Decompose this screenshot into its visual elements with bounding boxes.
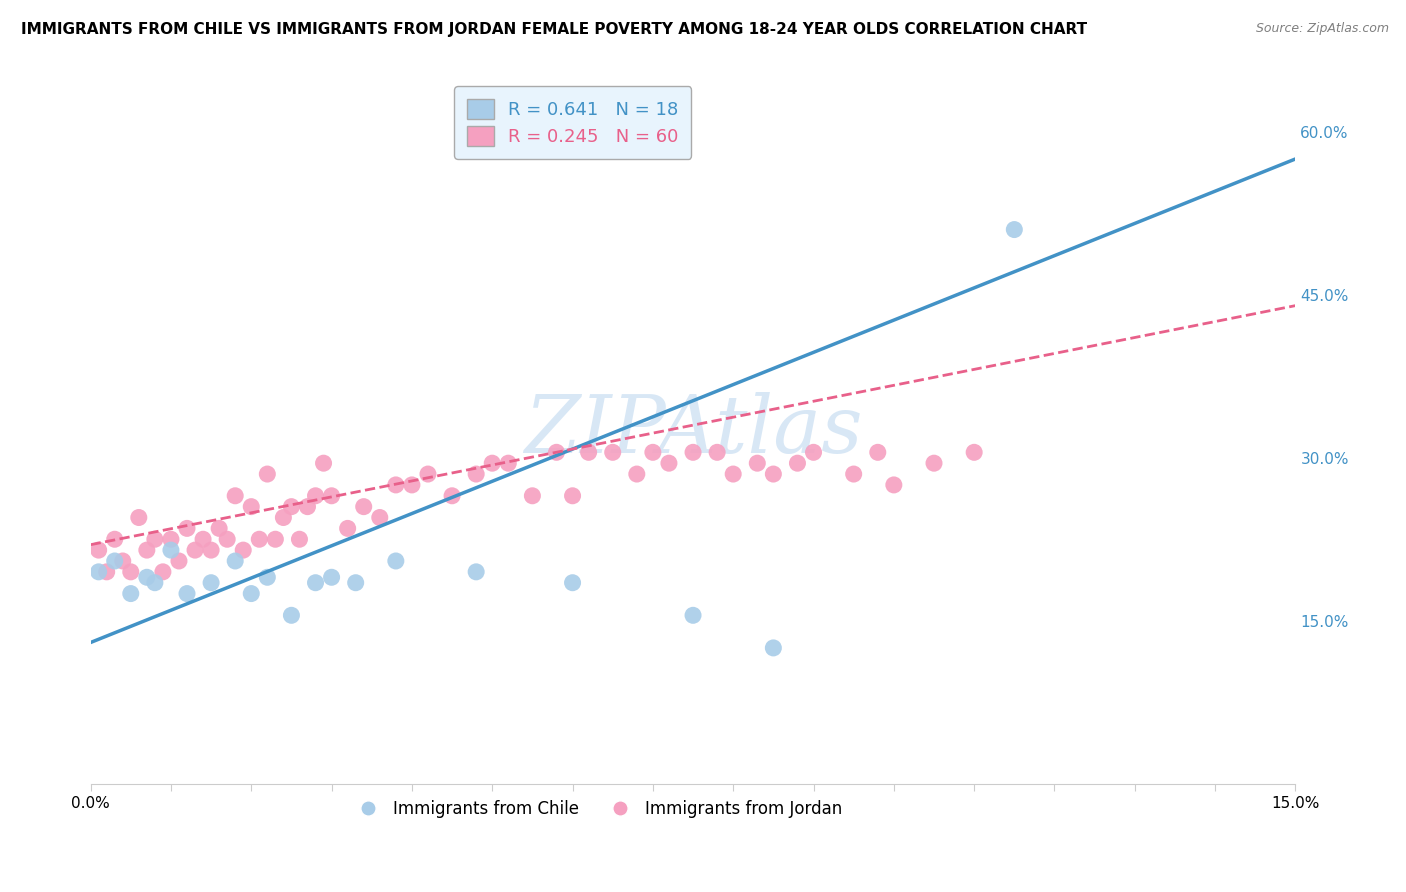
Point <box>304 489 326 503</box>
Point <box>87 543 110 558</box>
Point <box>498 456 520 470</box>
Point <box>522 489 544 503</box>
Point <box>465 467 488 481</box>
Point <box>160 533 183 547</box>
Point <box>641 445 664 459</box>
Point <box>658 456 681 470</box>
Point <box>111 554 134 568</box>
Point <box>96 565 118 579</box>
Point <box>481 456 503 470</box>
Point <box>465 565 488 579</box>
Point <box>200 575 222 590</box>
Point <box>217 533 239 547</box>
Point <box>176 586 198 600</box>
Point <box>963 445 986 459</box>
Point <box>762 640 785 655</box>
Point <box>224 554 246 568</box>
Point <box>762 467 785 481</box>
Point <box>167 554 190 568</box>
Point <box>578 445 600 459</box>
Point <box>208 521 231 535</box>
Point <box>312 456 335 470</box>
Point <box>176 521 198 535</box>
Point <box>240 500 263 514</box>
Point <box>922 456 945 470</box>
Point <box>561 575 583 590</box>
Point <box>416 467 439 481</box>
Point <box>232 543 254 558</box>
Point <box>385 478 408 492</box>
Point <box>135 570 157 584</box>
Point <box>184 543 207 558</box>
Point <box>256 570 278 584</box>
Text: ZIPAtlas: ZIPAtlas <box>524 392 862 469</box>
Point <box>128 510 150 524</box>
Point <box>561 489 583 503</box>
Text: IMMIGRANTS FROM CHILE VS IMMIGRANTS FROM JORDAN FEMALE POVERTY AMONG 18-24 YEAR : IMMIGRANTS FROM CHILE VS IMMIGRANTS FROM… <box>21 22 1087 37</box>
Point <box>441 489 464 503</box>
Point <box>120 586 142 600</box>
Text: Source: ZipAtlas.com: Source: ZipAtlas.com <box>1256 22 1389 36</box>
Legend: Immigrants from Chile, Immigrants from Jordan: Immigrants from Chile, Immigrants from J… <box>344 794 849 825</box>
Point <box>304 575 326 590</box>
Point <box>264 533 287 547</box>
Point <box>240 586 263 600</box>
Point <box>288 533 311 547</box>
Point <box>682 445 704 459</box>
Point <box>866 445 889 459</box>
Point <box>344 575 367 590</box>
Point <box>280 500 302 514</box>
Point <box>104 533 127 547</box>
Point <box>602 445 624 459</box>
Point <box>191 533 214 547</box>
Point <box>135 543 157 558</box>
Point <box>321 570 343 584</box>
Point <box>803 445 825 459</box>
Point <box>104 554 127 568</box>
Point <box>224 489 246 503</box>
Point <box>160 543 183 558</box>
Point <box>143 533 166 547</box>
Point <box>883 478 905 492</box>
Point <box>143 575 166 590</box>
Point <box>273 510 295 524</box>
Point <box>1002 222 1025 236</box>
Point <box>842 467 865 481</box>
Point <box>626 467 648 481</box>
Point <box>152 565 174 579</box>
Point <box>297 500 319 514</box>
Point <box>682 608 704 623</box>
Point <box>353 500 375 514</box>
Point <box>120 565 142 579</box>
Point <box>200 543 222 558</box>
Point <box>368 510 391 524</box>
Point <box>721 467 744 481</box>
Point <box>280 608 302 623</box>
Point <box>546 445 568 459</box>
Point <box>786 456 808 470</box>
Point <box>401 478 423 492</box>
Point <box>247 533 270 547</box>
Point <box>336 521 359 535</box>
Point <box>256 467 278 481</box>
Point <box>706 445 728 459</box>
Point <box>87 565 110 579</box>
Point <box>747 456 769 470</box>
Point <box>321 489 343 503</box>
Point <box>385 554 408 568</box>
